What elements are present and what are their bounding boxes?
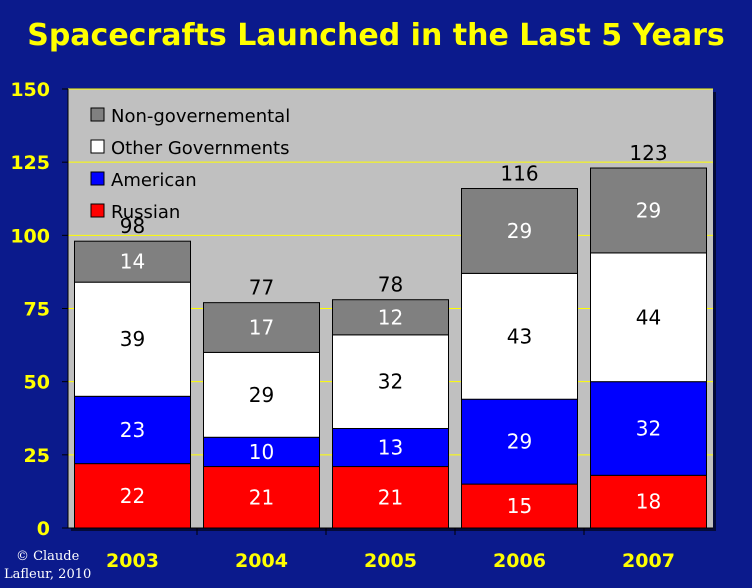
total-label-2003: 98 (120, 214, 145, 238)
data-label-2003-1: 23 (120, 418, 145, 442)
bar-2004-non-governemental (203, 302, 320, 353)
bar-2006-other-governments (461, 272, 578, 400)
total-label-2004: 77 (249, 276, 274, 300)
data-label-2005-3: 12 (378, 305, 403, 329)
data-label-2003-0: 22 (120, 484, 145, 508)
total-label-2007: 123 (629, 141, 667, 165)
bar-2004-russian (203, 466, 320, 529)
y-tick-label-2: 50 (24, 372, 50, 394)
bar-2003-american (74, 395, 191, 465)
bar-2003-other-governments (74, 281, 191, 397)
data-label-2003-2: 39 (120, 327, 145, 351)
data-label-2004-3: 17 (249, 316, 274, 340)
x-tick-label-2004: 2004 (235, 550, 288, 572)
bar-2007-russian (590, 474, 707, 529)
total-label-2006: 116 (500, 162, 538, 186)
legend-label-american: American (111, 170, 197, 191)
bar-2007-non-governemental (590, 167, 707, 254)
y-tick-label-3: 75 (24, 299, 50, 321)
bar-2004-american (203, 436, 320, 468)
bar-2003-non-governemental (74, 240, 191, 283)
y-tick-label-4: 100 (10, 225, 50, 247)
total-label-2005: 78 (378, 273, 403, 297)
bar-2003-russian (74, 463, 191, 529)
legend-swatch-american (90, 171, 105, 186)
bar-2007-other-governments (590, 252, 707, 383)
bar-2007-american (590, 381, 707, 476)
bar-2006-american (461, 398, 578, 485)
data-label-2007-3: 29 (636, 198, 661, 222)
y-tick-label-1: 25 (24, 445, 50, 467)
data-label-2006-0: 15 (507, 494, 532, 518)
y-tick-label-0: 0 (37, 518, 50, 540)
bar-2005-other-governments (332, 334, 449, 429)
data-label-2005-0: 21 (378, 485, 403, 509)
bar-2006-non-governemental (461, 188, 578, 274)
y-tick-label-5: 125 (10, 152, 50, 174)
bar-2005-russian (332, 466, 449, 529)
y-tick-label-6: 150 (10, 79, 50, 101)
data-label-2007-0: 18 (636, 490, 661, 514)
x-tick-label-2005: 2005 (364, 550, 417, 572)
data-label-2004-0: 21 (249, 485, 274, 509)
data-label-2006-2: 43 (507, 324, 532, 348)
chart-title: Spacecrafts Launched in the Last 5 Years (27, 18, 725, 53)
bar-2005-american (332, 427, 449, 468)
data-label-2007-2: 44 (636, 305, 661, 329)
data-label-2005-2: 32 (378, 370, 403, 394)
legend-swatch-non-governemental (90, 107, 105, 122)
data-label-2004-1: 10 (249, 440, 274, 464)
legend-swatch-russian (90, 203, 105, 218)
legend-label-other-governments: Other Governments (111, 138, 289, 159)
bar-2005-non-governemental (332, 299, 449, 336)
credit-line-2: Lafleur, 2010 (4, 567, 92, 582)
legend-swatch-other-governments (90, 139, 105, 154)
data-label-2007-1: 32 (636, 416, 661, 440)
legend-label-russian: Russian (111, 202, 180, 223)
data-label-2006-3: 29 (507, 219, 532, 243)
bar-2006-russian (461, 483, 578, 529)
data-label-2005-1: 13 (378, 436, 403, 460)
x-tick-label-2007: 2007 (622, 550, 675, 572)
legend-label-non-governemental: Non-governemental (111, 106, 290, 127)
credit-line-1: © Claude (15, 549, 80, 564)
bar-2004-other-governments (203, 351, 320, 438)
data-label-2003-3: 14 (120, 250, 145, 274)
data-label-2006-1: 29 (507, 430, 532, 454)
data-label-2004-2: 29 (249, 383, 274, 407)
copyright-credit: © Claude Lafleur, 2010 (4, 548, 91, 584)
x-tick-label-2006: 2006 (493, 550, 546, 572)
x-tick-label-2003: 2003 (106, 550, 159, 572)
